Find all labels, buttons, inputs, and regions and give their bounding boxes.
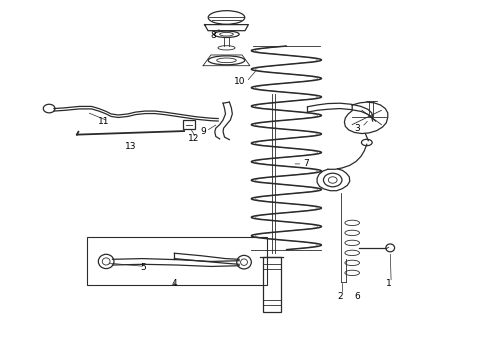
Text: 3: 3 [354, 124, 360, 133]
Bar [87, 237, 267, 285]
Text: 9: 9 [201, 127, 206, 136]
Text: 12: 12 [188, 134, 199, 143]
Bar [263, 257, 281, 312]
Text: 13: 13 [125, 141, 136, 150]
Bar [183, 120, 195, 129]
Text: 1: 1 [386, 279, 392, 288]
Text: 10: 10 [234, 77, 246, 86]
Text: 11: 11 [98, 117, 109, 126]
Text: 2: 2 [337, 292, 343, 301]
Text: 5: 5 [140, 263, 146, 272]
Text: 6: 6 [354, 292, 360, 301]
Text: 4: 4 [172, 279, 177, 288]
Text: 8: 8 [211, 31, 216, 40]
Text: 7: 7 [303, 159, 309, 168]
